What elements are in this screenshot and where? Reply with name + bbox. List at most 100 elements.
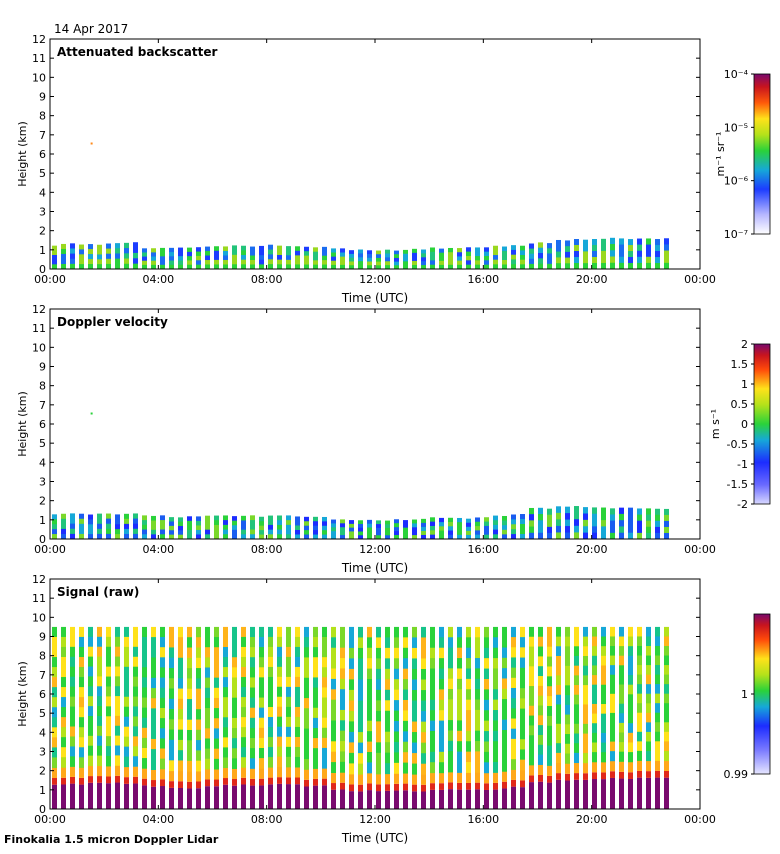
velocity-cell	[583, 532, 588, 540]
signal-noise-cell	[115, 676, 120, 687]
signal-noise-cell	[277, 696, 282, 708]
backscatter-cell	[385, 261, 390, 266]
backscatter-cell	[70, 258, 75, 265]
signal-noise-cell	[547, 725, 552, 737]
signal-noise-cell	[601, 732, 606, 744]
signal-noise-cell	[196, 688, 201, 700]
signal-noise-cell	[619, 674, 624, 686]
backscatter-cell	[475, 251, 480, 257]
signal-noise-cell	[412, 721, 417, 733]
signal-noise-cell	[223, 757, 228, 768]
signal-noise-cell	[223, 727, 228, 738]
velocity-cell	[214, 534, 219, 540]
signal-noise-cell	[655, 655, 660, 666]
signal-noise-cell	[313, 738, 318, 749]
signal-noise-cell	[637, 731, 642, 742]
velocity-cell	[286, 520, 291, 526]
signal-noise-cell	[385, 637, 390, 649]
signal-noise-cell	[133, 746, 138, 757]
signal-noise-cell	[70, 726, 75, 737]
signal-base-cell	[187, 788, 192, 809]
signal-noise-cell	[385, 742, 390, 754]
velocity-cell	[88, 514, 93, 520]
y-tick-label: 11	[32, 52, 46, 65]
signal-noise-cell	[385, 647, 390, 659]
signal-noise-cell	[205, 677, 210, 689]
signal-noise-cell	[583, 646, 588, 657]
backscatter-cell	[601, 262, 606, 270]
signal-noise-cell	[421, 690, 426, 702]
backscatter-cell	[655, 263, 660, 270]
x-tick-label: 00:00	[684, 543, 716, 556]
signal-noise-cell	[538, 695, 543, 707]
signal-noise-cell	[601, 704, 606, 715]
signal-noise-cell	[430, 678, 435, 690]
signal-noise-cell	[556, 704, 561, 715]
signal-noise-cell	[250, 727, 255, 739]
signal-noise-cell	[133, 736, 138, 747]
signal-noise-cell	[196, 637, 201, 648]
signal-noise-cell	[223, 687, 228, 698]
backscatter-cell	[295, 264, 300, 270]
signal-noise-cell	[295, 756, 300, 768]
signal-base-cell	[79, 784, 84, 809]
signal-noise-cell	[88, 755, 93, 767]
backscatter-cell	[376, 250, 381, 255]
signal-noise-cell	[70, 676, 75, 688]
signal-red-cell	[430, 783, 435, 790]
signal-noise-cell	[178, 668, 183, 679]
signal-noise-cell	[268, 717, 273, 728]
backscatter-cell	[187, 264, 192, 270]
signal-orange-cell	[250, 768, 255, 779]
signal-noise-cell	[52, 707, 57, 718]
velocity-cell	[646, 526, 651, 534]
signal-noise-cell	[205, 708, 210, 719]
signal-noise-cell	[313, 657, 318, 668]
signal-noise-cell	[475, 761, 480, 773]
signal-noise-cell	[61, 757, 66, 768]
panel-signal-title: Signal (raw)	[57, 585, 139, 599]
signal-noise-cell	[97, 666, 102, 677]
x-tick-label: 08:00	[251, 543, 283, 556]
signal-noise-cell	[88, 676, 93, 687]
signal-orange-cell	[214, 768, 219, 780]
signal-noise-cell	[151, 698, 156, 709]
signal-noise-cell	[457, 710, 462, 721]
signal-noise-cell	[277, 736, 282, 748]
signal-red-cell	[592, 772, 597, 780]
velocity-cell	[304, 534, 309, 540]
signal-noise-cell	[493, 689, 498, 701]
velocity-cell	[331, 535, 336, 540]
signal-noise-cell	[493, 626, 498, 638]
signal-noise-cell	[457, 761, 462, 773]
backscatter-cell	[268, 254, 273, 260]
signal-orange-cell	[340, 772, 345, 783]
signal-red-cell	[466, 782, 471, 790]
signal-noise-cell	[601, 694, 606, 705]
backscatter-cell	[232, 245, 237, 251]
signal-noise-cell	[412, 711, 417, 723]
velocity-cell	[169, 530, 174, 536]
signal-noise-cell	[466, 626, 471, 638]
signal-noise-cell	[151, 718, 156, 730]
signal-noise-cell	[538, 725, 543, 736]
signal-noise-cell	[106, 686, 111, 697]
signal-noise-cell	[394, 721, 399, 732]
backscatter-cell	[574, 245, 579, 252]
signal-noise-cell	[160, 687, 165, 699]
signal-noise-cell	[124, 726, 129, 738]
signal-noise-cell	[502, 668, 507, 679]
signal-noise-cell	[421, 637, 426, 649]
backscatter-cell	[565, 263, 570, 270]
signal-noise-cell	[601, 713, 606, 724]
signal-noise-cell	[133, 706, 138, 717]
panel-backscatter: Attenuated backscatter 0123456789101112 …	[16, 33, 771, 305]
panel-backscatter-x-axis: 00:00 04:00 08:00 12:00 16:00 20:00 00:00	[34, 39, 716, 286]
backscatter-cell	[475, 264, 480, 270]
backscatter-cell	[250, 251, 255, 257]
y-tick-label: 1	[39, 244, 46, 257]
signal-noise-cell	[106, 666, 111, 678]
signal-noise-cell	[439, 689, 444, 701]
backscatter-cell	[367, 254, 372, 259]
backscatter-cell	[484, 260, 489, 266]
